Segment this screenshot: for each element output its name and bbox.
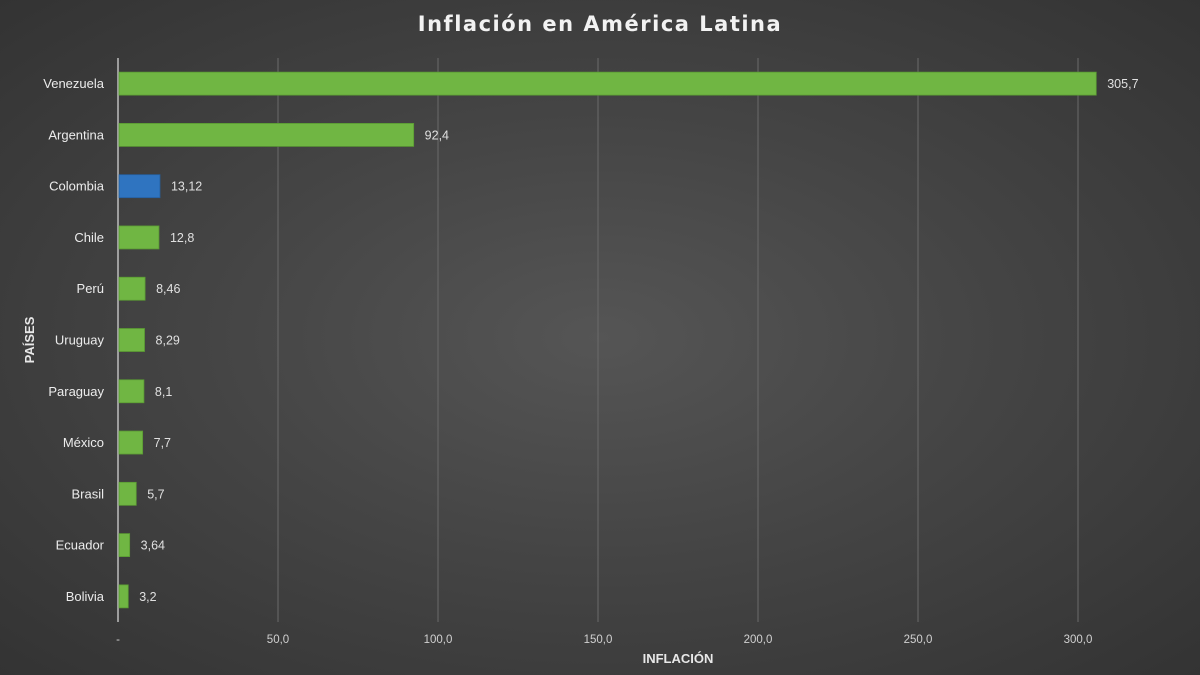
bar-brasil <box>118 481 137 506</box>
x-tick-label: 250,0 <box>904 634 933 646</box>
bar-méxico <box>118 430 144 455</box>
category-label: Perú <box>77 281 104 296</box>
bar-colombia <box>118 174 161 199</box>
data-label: 7,7 <box>154 436 171 450</box>
data-label: 13,12 <box>171 180 202 194</box>
bar-argentina <box>118 123 415 147</box>
category-label: Chile <box>74 230 104 245</box>
category-label: Bolivia <box>66 589 105 604</box>
x-tick-label: - <box>116 634 120 646</box>
bar-perú <box>118 276 146 301</box>
chart-title: Inflación en América Latina <box>417 12 783 36</box>
y-axis-title: PAÍSES <box>22 316 37 363</box>
bar-uruguay <box>118 328 145 352</box>
data-label: 92,4 <box>425 128 449 142</box>
bars <box>118 71 1097 609</box>
data-label: 8,1 <box>155 385 172 399</box>
data-label: 12,8 <box>170 231 194 245</box>
x-tick-label: 50,0 <box>267 634 289 646</box>
category-label: Venezuela <box>43 76 104 91</box>
category-label: Brasil <box>71 486 104 501</box>
category-label: Colombia <box>49 179 105 194</box>
x-tick-label: 200,0 <box>744 634 773 646</box>
data-label: 305,7 <box>1107 77 1138 91</box>
category-label: Uruguay <box>55 333 105 348</box>
bar-paraguay <box>118 379 145 404</box>
x-tick-label: 100,0 <box>424 634 453 646</box>
category-label: Argentina <box>48 127 104 142</box>
data-label: 3,2 <box>139 590 156 604</box>
x-tick-label: 150,0 <box>584 634 613 646</box>
labels: - 50,0 100,0 150,0 200,0 250,0 300,0 Venezuela 3… <box>43 76 1138 646</box>
gridlines <box>117 58 1079 622</box>
bar-chile <box>118 225 160 250</box>
category-label: Paraguay <box>48 384 104 399</box>
bar-bolivia <box>118 584 129 609</box>
x-tick-label: 300,0 <box>1064 634 1093 646</box>
data-label: 3,64 <box>141 539 165 553</box>
bar-ecuador <box>118 533 131 557</box>
data-label: 5,7 <box>147 487 164 501</box>
x-axis-title: INFLACIÓN <box>643 651 714 666</box>
data-label: 8,29 <box>156 334 180 348</box>
data-label: 8,46 <box>156 282 180 296</box>
bar-venezuela <box>118 71 1097 96</box>
category-label: México <box>63 435 104 450</box>
category-label: Ecuador <box>56 538 105 553</box>
